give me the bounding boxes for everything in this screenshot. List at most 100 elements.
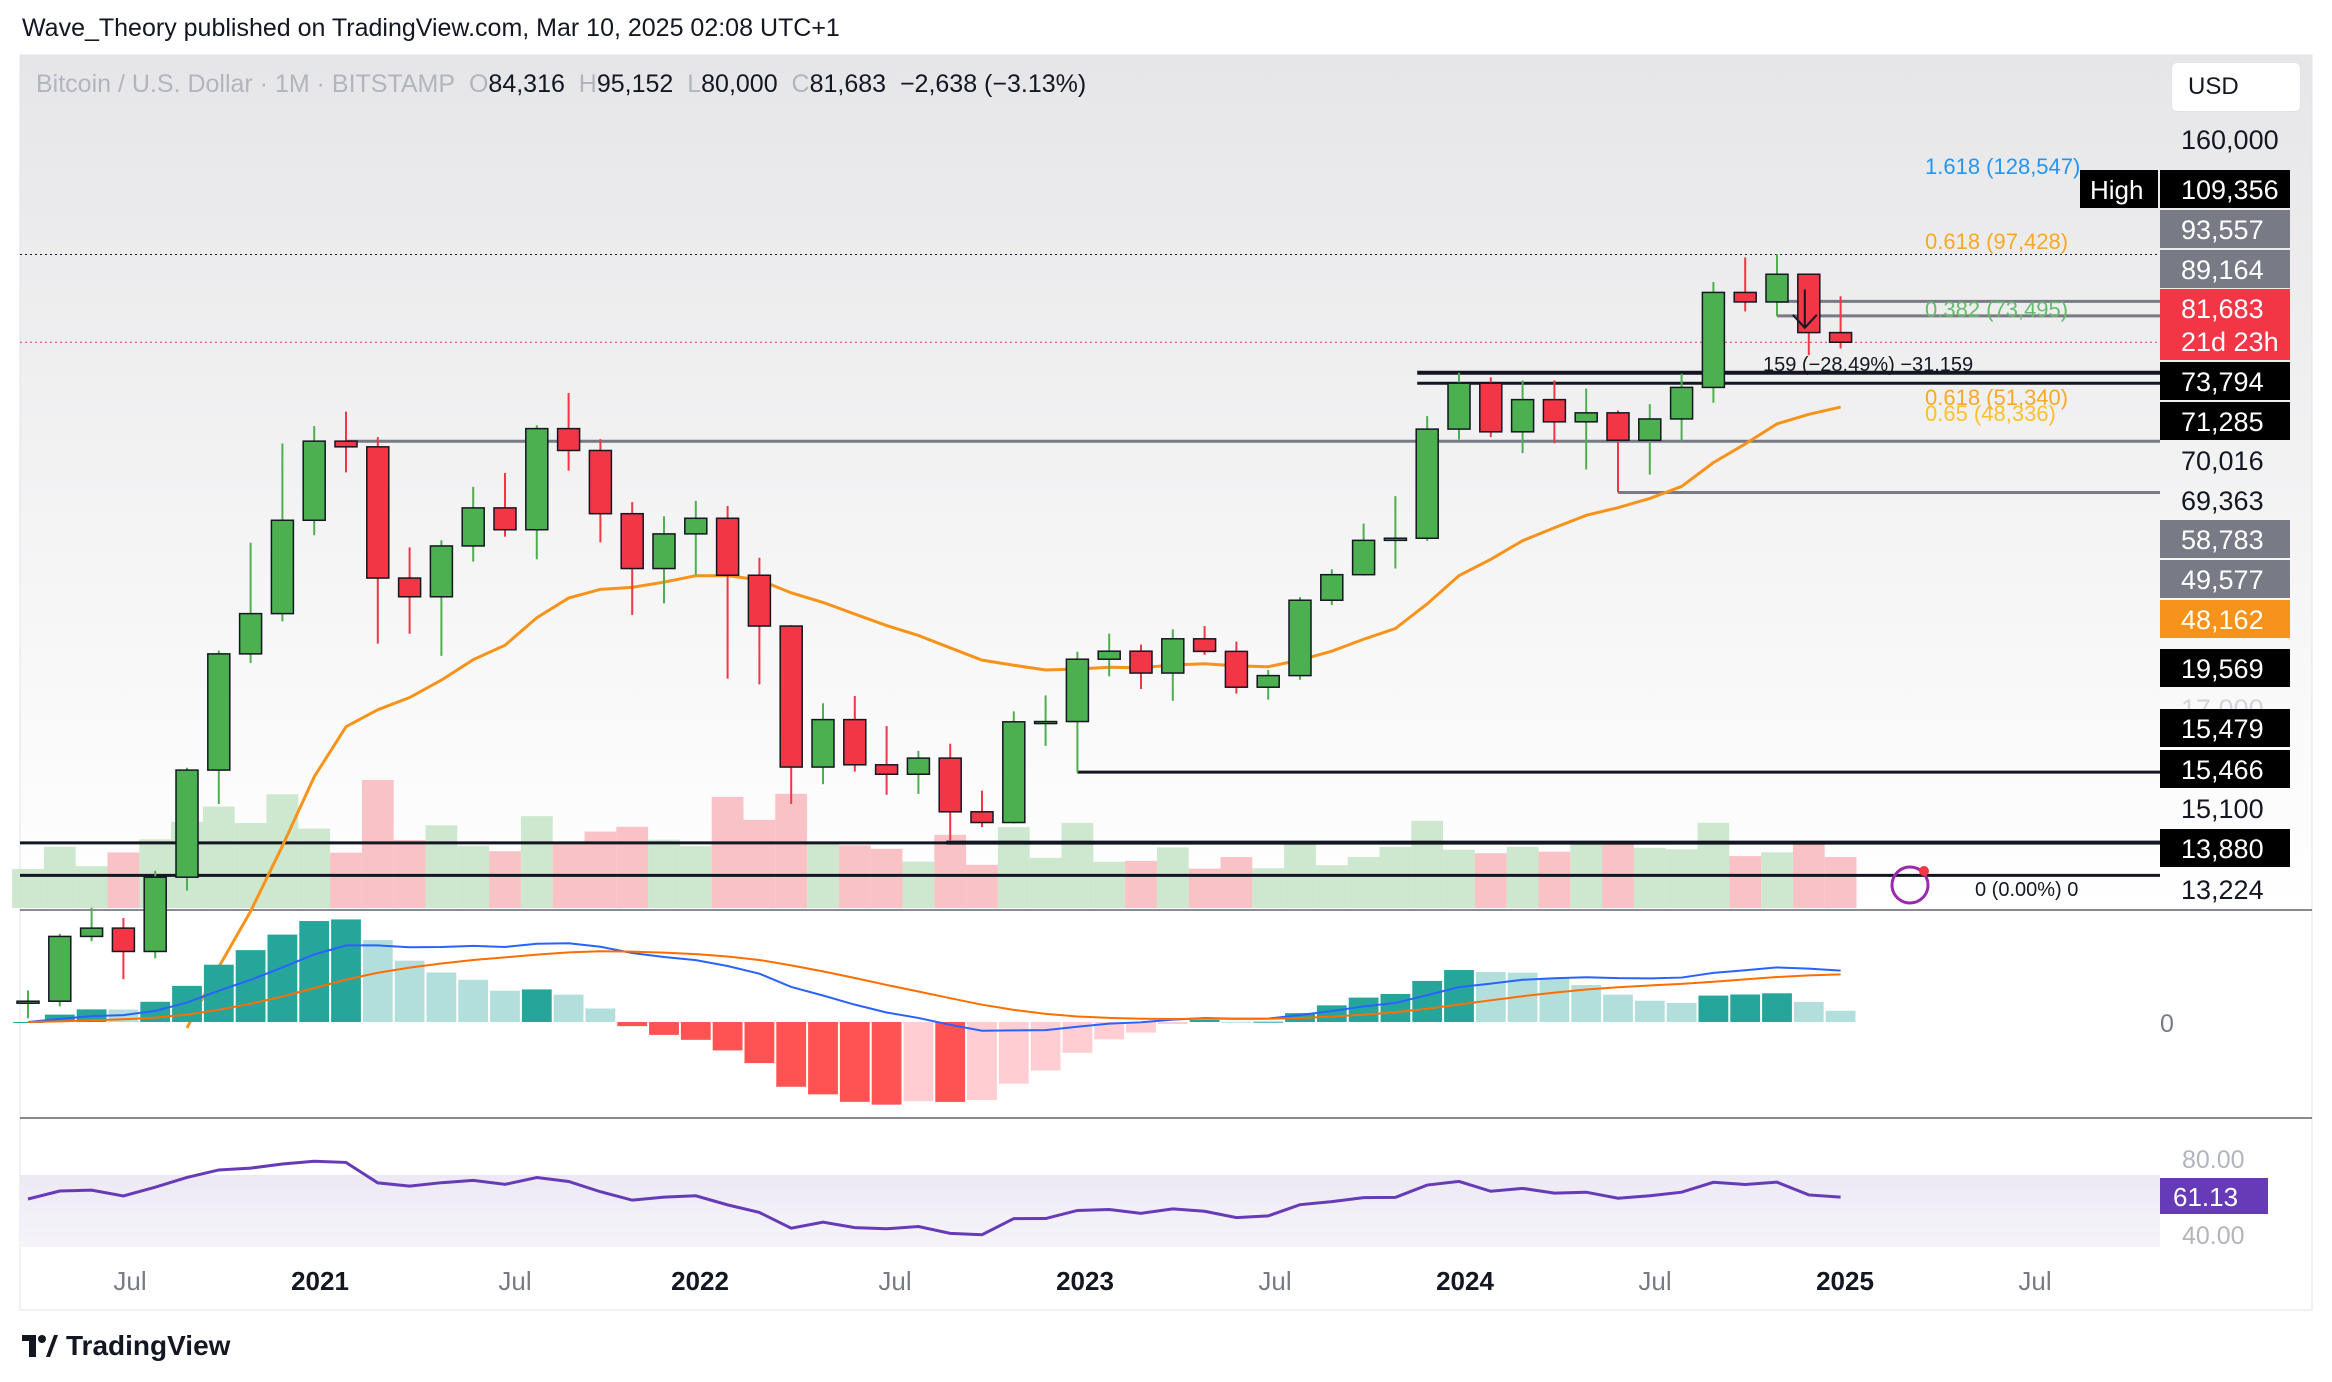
volume-bar: [298, 828, 331, 908]
volume-bar: [75, 866, 108, 908]
change-value: −2,638 (−3.13%): [899, 70, 1087, 98]
low-value: 80,000: [701, 70, 778, 98]
close-value: 81,683: [809, 70, 887, 98]
currency-button[interactable]: USD: [2171, 62, 2301, 112]
macd-histogram-bar: [1412, 980, 1443, 1022]
candle-body: [1224, 650, 1249, 688]
candle-body: [1097, 650, 1121, 660]
y-axis-badge: [2160, 709, 2290, 747]
fib-label: 0.382 (73,495): [1925, 297, 2068, 322]
candle-body: [1542, 398, 1567, 423]
close-label: C: [791, 70, 810, 98]
volume-bar: [1220, 857, 1253, 908]
macd-histogram-bar: [935, 1022, 966, 1102]
y-axis-badge: [2160, 750, 2290, 788]
macd-histogram-bar: [1348, 997, 1379, 1022]
candle-body: [684, 517, 708, 535]
tradingview-logo[interactable]: TradingView: [22, 1330, 230, 1362]
y-axis-label: 15,466: [2181, 755, 2264, 785]
volume-bar: [1411, 820, 1444, 908]
x-axis-label: 2021: [291, 1266, 349, 1296]
candle-body: [970, 811, 994, 824]
candle-body: [1415, 428, 1439, 539]
y-axis-label: 48,162: [2181, 605, 2264, 635]
macd-histogram-bar: [362, 939, 393, 1022]
annotations-layer: [1792, 289, 1930, 905]
y-axis-label: 160,000: [2181, 125, 2279, 155]
macd-histogram-bar: [1603, 994, 1633, 1022]
macd-histogram-bar: [1666, 1002, 1697, 1022]
volume-bar: [234, 823, 267, 908]
rsi-layer: 80.00 40.00 61.13: [27, 1146, 2268, 1250]
y-axis-badge: [2160, 520, 2290, 558]
candle-body: [1606, 412, 1630, 442]
x-axis-label: 2025: [1816, 1266, 1874, 1296]
volume-bar: [934, 834, 967, 908]
y-axis-label: 71,285: [2181, 407, 2264, 437]
volume-bar: [1029, 857, 1062, 908]
tradingview-icon: [22, 1335, 58, 1357]
macd-histogram-bar: [998, 1022, 1029, 1084]
macd-line: [27, 942, 1841, 1032]
macd-histogram-bar: [553, 994, 584, 1022]
volume-bar: [1474, 853, 1507, 908]
y-axis-badge: [2160, 600, 2290, 638]
macd-histogram-bar: [744, 1022, 775, 1064]
main-pane-bg: [20, 55, 2312, 910]
x-axis-label: Jul: [878, 1266, 911, 1296]
y-axis-label: 15,100: [2181, 794, 2264, 824]
y-axis-label: 69,363: [2181, 486, 2264, 516]
volume-bar: [743, 819, 776, 908]
candle-body: [366, 446, 390, 579]
y-axis-badge: [2160, 170, 2290, 208]
candle-body: [302, 440, 326, 522]
macd-histogram-bar: [1316, 1005, 1347, 1022]
macd-histogram-bar: [1380, 993, 1411, 1022]
y-axis-label: 109,356: [2181, 175, 2279, 205]
candle-body: [1002, 721, 1026, 824]
macd-histogram-bar: [1475, 971, 1506, 1022]
macd-layer: 0: [13, 919, 2174, 1105]
publish-header: Wave_Theory published on TradingView.com…: [22, 14, 840, 42]
candle-body: [620, 512, 644, 570]
volume-bar: [711, 796, 744, 908]
macd-histogram-bar: [903, 1022, 934, 1102]
rsi-value-badge: [2160, 1178, 2268, 1214]
x-axis-label: 2023: [1056, 1266, 1114, 1296]
macd-histogram-bar: [490, 990, 520, 1022]
rsi-line: [27, 1159, 1841, 1237]
y-axis-label: 13,880: [2181, 834, 2264, 864]
candle-body: [16, 1000, 40, 1004]
candle-body: [48, 935, 72, 1002]
macd-histogram-bar: [680, 1022, 711, 1040]
high-label: H: [578, 70, 597, 98]
x-axis-label: Jul: [1258, 1266, 1291, 1296]
x-axis-label: 2024: [1436, 1266, 1494, 1296]
volume-bar: [1729, 856, 1762, 908]
volume-bar: [1665, 849, 1698, 908]
candle-body: [1733, 291, 1757, 303]
macd-histogram-bar: [712, 1022, 743, 1051]
y-axis-label: 93,557: [2181, 215, 2264, 245]
volume-layer: [12, 780, 1857, 908]
rsi-upper-label: 80.00: [2182, 1146, 2245, 1174]
candle-body: [1192, 638, 1217, 653]
macd-histogram-bar: [521, 989, 552, 1022]
macd-histogram-bar: [1444, 970, 1474, 1022]
candle-body: [334, 440, 358, 448]
lightning-indicator-icon: [1890, 865, 1930, 905]
macd-histogram-bar: [1126, 1022, 1156, 1033]
x-axis-label: Jul: [498, 1266, 531, 1296]
candle-body: [397, 577, 422, 598]
candle-body: [79, 927, 104, 938]
y-axis-badge: [2160, 289, 2290, 327]
candle-body: [270, 519, 295, 615]
measure-label: 159 (−28.49%) −31,159: [1763, 354, 1973, 376]
x-axis: Jul 2021 Jul 2022 Jul 2023 Jul 2024 Jul 2025 Jul: [113, 1266, 2051, 1296]
volume-bar: [1125, 860, 1157, 908]
volume-bar: [966, 864, 998, 908]
volume-bar: [202, 806, 235, 908]
volume-bar: [997, 827, 1030, 908]
candle-body: [525, 427, 549, 531]
